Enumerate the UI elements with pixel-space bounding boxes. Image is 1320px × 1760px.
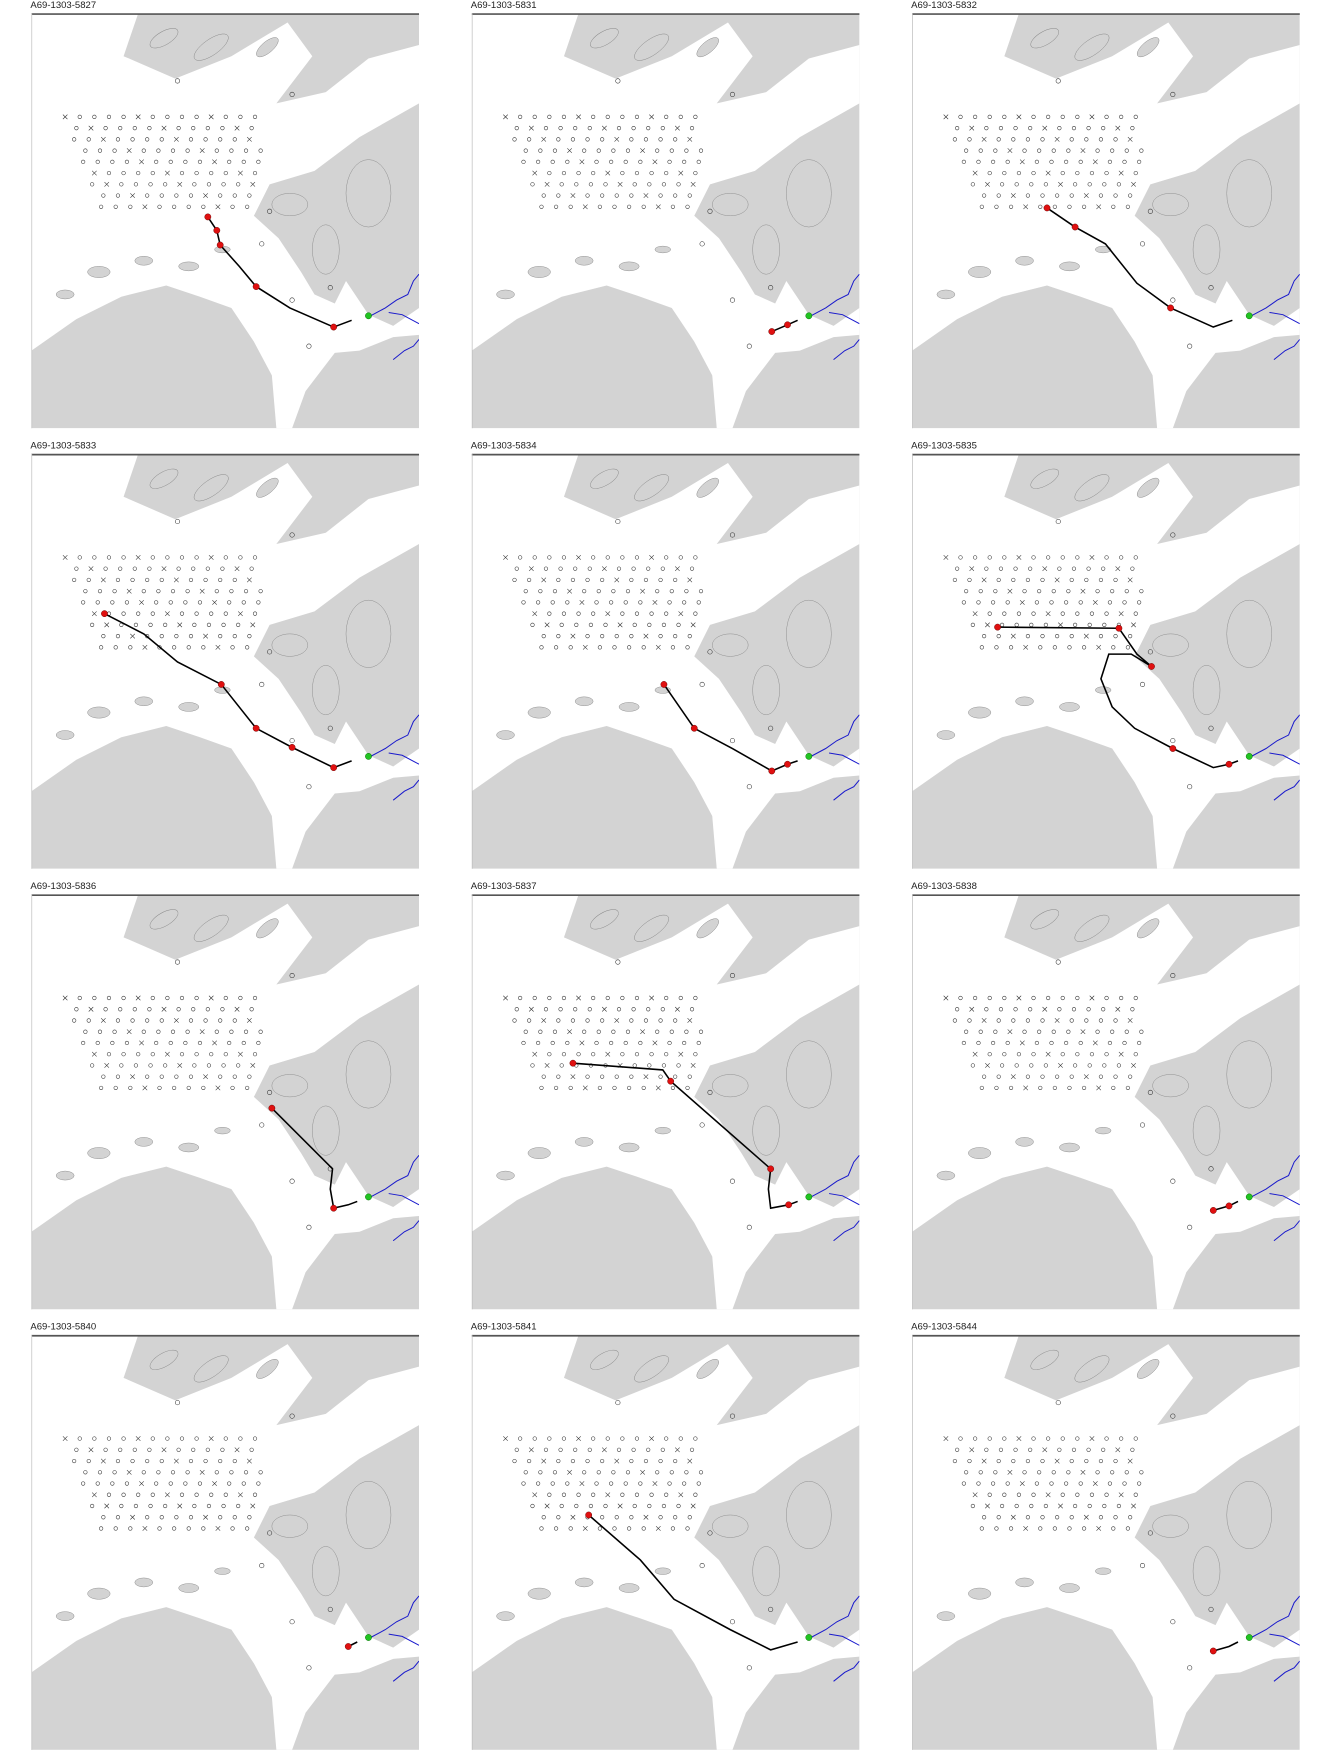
release-site xyxy=(1245,1634,1253,1641)
panel-title: A69-1303-5833 xyxy=(30,440,96,451)
panel-title: A69-1303-5837 xyxy=(471,881,537,892)
detection xyxy=(784,321,791,329)
detection xyxy=(994,623,1001,631)
detection xyxy=(784,760,791,768)
detection xyxy=(767,1165,775,1173)
release-site xyxy=(805,753,813,760)
track xyxy=(271,1107,358,1210)
detection xyxy=(1071,223,1079,231)
detection xyxy=(768,328,776,335)
map-panel: A69-1303-5837 xyxy=(471,881,860,1309)
track xyxy=(997,626,1239,769)
basemap xyxy=(31,13,419,428)
panel-title: A69-1303-5831 xyxy=(471,0,537,11)
basemap xyxy=(31,895,419,1310)
detection xyxy=(344,1643,352,1650)
release-site xyxy=(805,1193,813,1201)
detection xyxy=(1209,1647,1217,1655)
release-site xyxy=(1245,1193,1253,1201)
detection xyxy=(217,681,225,688)
map-panel: A69-1303-5827 xyxy=(30,0,419,428)
panel-title: A69-1303-5836 xyxy=(30,881,96,892)
map-panel: A69-1303-5838 xyxy=(911,881,1300,1309)
basemap xyxy=(912,13,1300,428)
detection xyxy=(330,323,338,331)
map-panel: A69-1303-5841 xyxy=(471,1322,860,1750)
detection xyxy=(213,227,221,234)
basemap xyxy=(472,1335,860,1750)
release-site xyxy=(805,1634,813,1641)
basemap xyxy=(912,895,1300,1310)
release-site xyxy=(365,1193,372,1201)
release-site xyxy=(1245,753,1253,760)
map-panel: A69-1303-5833 xyxy=(30,440,419,868)
detection xyxy=(268,1104,276,1112)
detection xyxy=(252,724,260,732)
panel-title: A69-1303-5838 xyxy=(911,881,977,892)
basemap xyxy=(472,454,860,869)
detection xyxy=(667,1077,675,1085)
detection xyxy=(768,767,776,775)
map-panel: A69-1303-5840 xyxy=(30,1322,419,1750)
detection xyxy=(585,1511,593,1519)
detection xyxy=(1225,1202,1233,1210)
detection xyxy=(1148,663,1155,670)
detection xyxy=(690,724,698,732)
basemap xyxy=(31,1335,419,1750)
release-site xyxy=(805,312,813,320)
map-panel: A69-1303-5831 xyxy=(471,0,860,428)
detection xyxy=(569,1059,577,1067)
detection xyxy=(660,681,668,688)
detection xyxy=(1169,745,1177,752)
track xyxy=(104,612,352,769)
map-panel: A69-1303-5836 xyxy=(30,881,419,1309)
detection xyxy=(1043,204,1051,212)
detection xyxy=(330,764,338,771)
map-panel: A69-1303-5844 xyxy=(911,1322,1300,1750)
panel-title: A69-1303-5844 xyxy=(911,1322,977,1333)
panel-title: A69-1303-5835 xyxy=(911,440,977,451)
map-panel: A69-1303-5835 xyxy=(911,440,1300,868)
release-site xyxy=(365,312,372,320)
track xyxy=(1213,1641,1239,1652)
detection xyxy=(785,1201,793,1209)
detection xyxy=(1167,304,1174,312)
basemap xyxy=(472,13,860,428)
release-site xyxy=(365,753,372,760)
detection xyxy=(1225,760,1233,768)
detection xyxy=(252,283,260,290)
panel-title: A69-1303-5834 xyxy=(471,440,537,451)
detection xyxy=(204,213,212,221)
map-panel: A69-1303-5834 xyxy=(471,440,860,868)
detection xyxy=(288,744,296,751)
detection xyxy=(101,610,108,618)
panel-title: A69-1303-5832 xyxy=(911,0,977,11)
panel-title: A69-1303-5841 xyxy=(471,1322,537,1333)
map-panel: A69-1303-5832 xyxy=(911,0,1300,428)
track xyxy=(588,1514,798,1651)
detection xyxy=(216,241,224,249)
panel-title: A69-1303-5827 xyxy=(30,0,96,11)
basemap xyxy=(912,1335,1300,1750)
basemap xyxy=(31,454,419,869)
detection xyxy=(1209,1207,1217,1214)
release-site xyxy=(365,1634,372,1641)
basemap xyxy=(472,895,860,1310)
release-site xyxy=(1245,312,1253,320)
detection xyxy=(1115,624,1123,632)
detection xyxy=(330,1204,338,1212)
panel-title: A69-1303-5840 xyxy=(30,1322,96,1333)
